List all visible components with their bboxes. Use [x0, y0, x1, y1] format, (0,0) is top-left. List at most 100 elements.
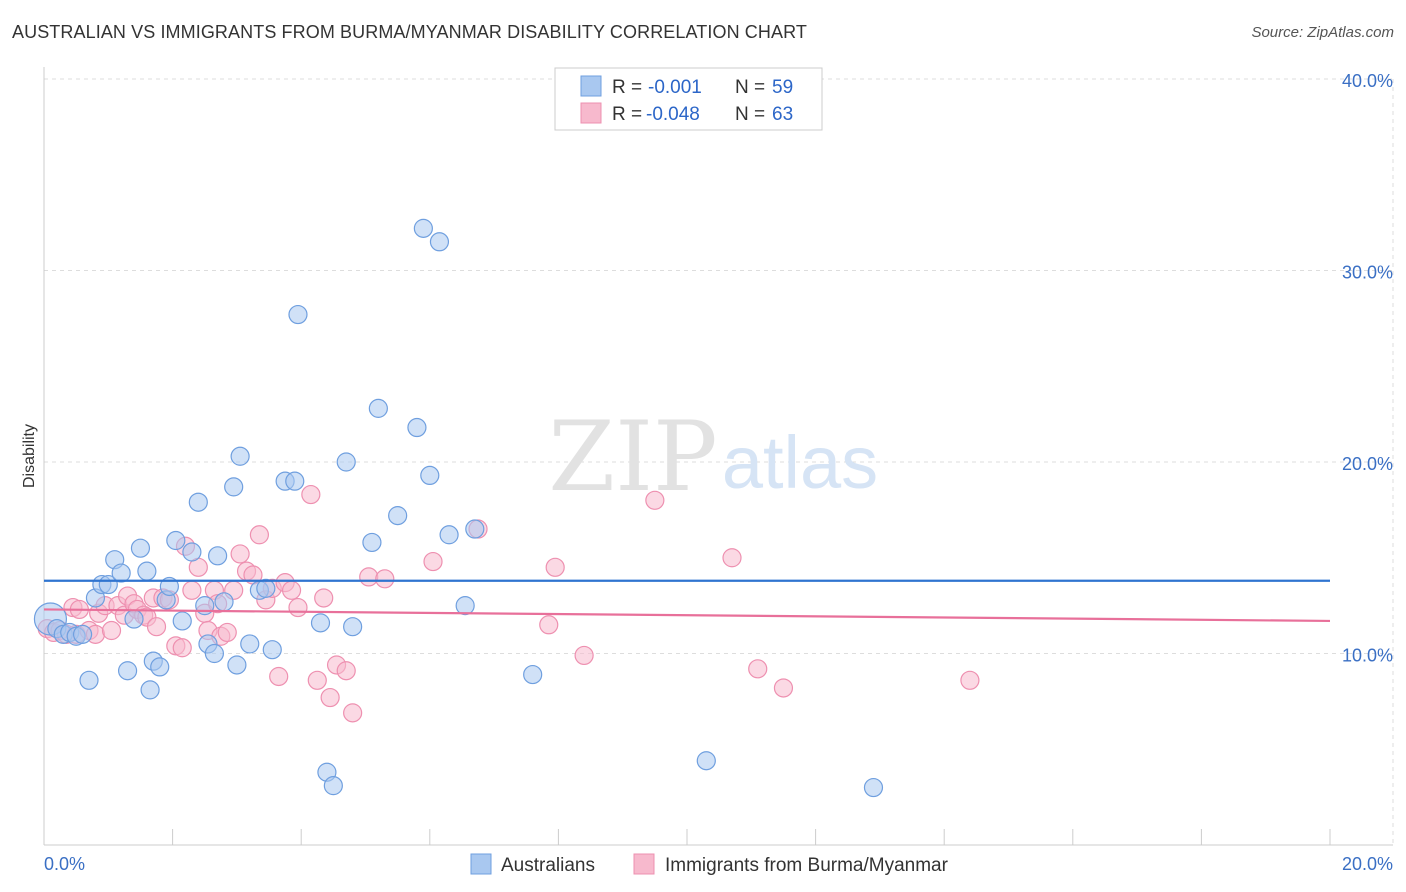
scatter-point: [249, 525, 270, 545]
scatter-point: [182, 580, 202, 600]
scatter-point: [645, 490, 665, 510]
scatter-point: [696, 751, 716, 771]
trend-lines: [43, 579, 1331, 623]
stats-legend-r-pink: -0.048: [646, 104, 700, 125]
scatter-point: [217, 622, 237, 643]
scatter-point: [368, 398, 388, 418]
scatter-point: [336, 661, 356, 681]
scatter-point: [182, 542, 202, 562]
scatter-point: [111, 563, 131, 583]
scatter-point: [455, 596, 475, 616]
scatter-point: [523, 664, 543, 685]
x-tick-label-min: 0.0%: [44, 854, 85, 874]
scatter-point: [960, 670, 980, 690]
scatter-point: [172, 611, 192, 631]
scatter-point: [172, 638, 192, 658]
scatter-point: [343, 617, 363, 637]
scatter-point: [262, 640, 282, 660]
y-tick-label: 40.0%: [1342, 71, 1393, 91]
scatter-point: [420, 465, 440, 486]
chart-title: AUSTRALIAN VS IMMIGRANTS FROM BURMA/MYAN…: [12, 22, 807, 42]
y-tick-label: 10.0%: [1342, 646, 1393, 666]
scatter-point: [323, 776, 343, 796]
scatter-point: [166, 530, 186, 551]
scatter-point: [320, 687, 340, 708]
scatter-point: [301, 484, 321, 505]
scatter-point: [574, 645, 594, 666]
scatter-point: [130, 538, 151, 558]
x-tick-label-max: 20.0%: [1342, 854, 1393, 874]
bottom-legend-swatch-pink: [633, 853, 655, 875]
trend-line-pink: [43, 608, 1331, 623]
scatter-point: [256, 578, 276, 598]
stats-legend-n-label-blue: N =: [735, 77, 765, 98]
scatter-point: [101, 620, 122, 641]
source-credit: Source: ZipAtlas.com: [1251, 24, 1394, 41]
watermark-zip: ZIP: [548, 401, 717, 513]
stats-legend-n-pink: 63: [772, 104, 793, 125]
scatter-point: [269, 666, 289, 687]
scatter-point: [146, 617, 167, 637]
scatter-point: [722, 548, 742, 568]
y-axis-label: Disability: [21, 424, 38, 488]
blue-series-points: [33, 218, 884, 798]
scatter-point: [423, 551, 443, 572]
axes: [43, 67, 1393, 846]
scatter-point: [214, 592, 234, 612]
scatter-point: [314, 588, 334, 608]
scatter-point: [375, 569, 395, 589]
scatter-point: [117, 661, 138, 681]
stats-legend-r-blue: -0.001: [648, 77, 702, 98]
bottom-legend: Australians Immigrants from Burma/Myanma…: [470, 853, 949, 876]
stats-legend-swatch-blue: [580, 75, 602, 97]
y-tick-labels: 10.0% 20.0% 30.0% 40.0%: [1342, 71, 1393, 666]
scatter-point: [79, 670, 99, 690]
scatter-point: [140, 680, 160, 700]
scatter-point: [208, 546, 228, 566]
scatter-point: [72, 624, 93, 644]
scatter-point: [230, 446, 250, 466]
stats-legend-swatch-pink: [580, 102, 602, 124]
scatter-point: [150, 657, 170, 677]
scatter-point: [137, 561, 157, 581]
scatter-point: [204, 643, 224, 664]
scatter-point: [413, 218, 433, 238]
scatter-point: [159, 576, 179, 597]
scatter-point: [336, 452, 356, 472]
scatter-point: [748, 659, 768, 679]
watermark-atlas: atlas: [722, 421, 878, 504]
scatter-point: [359, 567, 379, 587]
scatter-point: [863, 777, 884, 798]
scatter-point: [288, 304, 308, 325]
bottom-legend-swatch-blue: [470, 853, 492, 875]
scatter-point: [465, 519, 485, 539]
scatter-point: [429, 232, 450, 252]
y-tick-label: 30.0%: [1342, 263, 1393, 283]
scatter-point: [388, 506, 408, 526]
y-tick-label: 20.0%: [1342, 454, 1393, 474]
stats-legend-n-blue: 59: [772, 77, 793, 98]
scatter-point: [124, 609, 144, 629]
stats-legend: R = -0.001 N = 59 R = -0.048 N = 63: [554, 67, 823, 131]
scatter-point: [281, 580, 302, 600]
scatter-point: [288, 597, 308, 618]
bottom-legend-label-blue: Australians: [501, 855, 595, 876]
scatter-point: [407, 417, 427, 438]
watermark: ZIP atlas: [548, 401, 878, 513]
scatter-point: [224, 477, 244, 497]
scatter-point: [307, 670, 327, 690]
pink-series-points: [37, 484, 980, 723]
scatter-point: [227, 655, 247, 675]
stats-legend-r-label-pink: R =: [612, 104, 642, 125]
scatter-point: [343, 703, 363, 723]
scatter-point: [230, 544, 250, 564]
scatter-point: [240, 634, 260, 654]
scatter-point: [310, 613, 331, 633]
stats-legend-r-label-blue: R =: [612, 77, 642, 98]
scatter-point: [773, 678, 794, 698]
scatter-point: [545, 557, 565, 577]
scatter-point: [285, 471, 305, 491]
scatter-point: [362, 532, 382, 553]
bottom-legend-label-pink: Immigrants from Burma/Myanmar: [665, 855, 949, 876]
